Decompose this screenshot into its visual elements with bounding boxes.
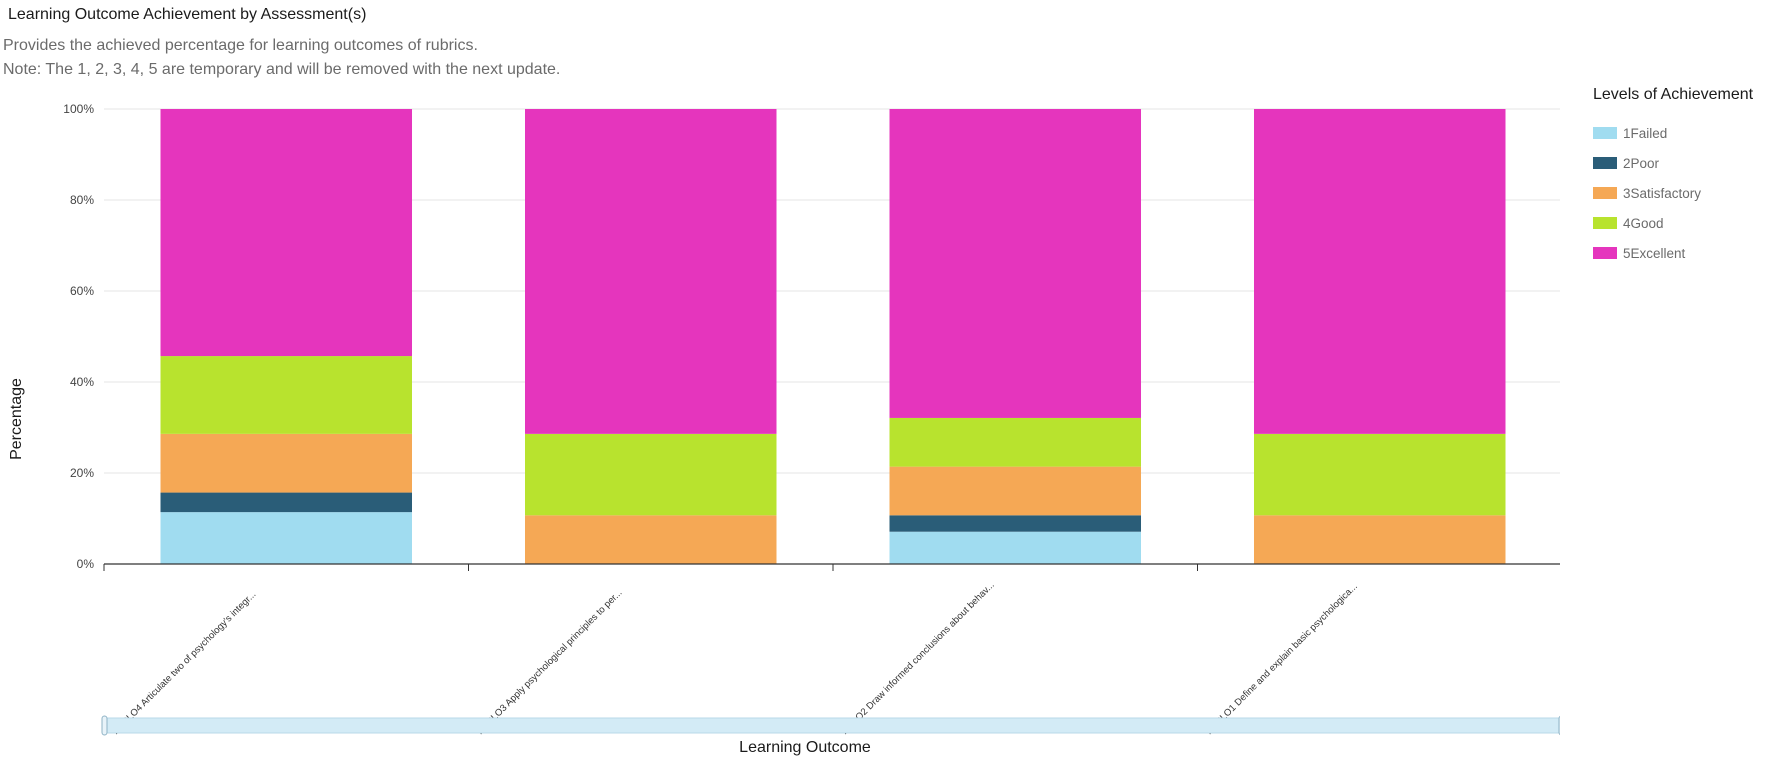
- legend-item-5excellent[interactable]: 5Excellent: [1593, 238, 1753, 268]
- bar-segment-4good[interactable]: [160, 356, 413, 434]
- horizontal-scrollbar[interactable]: [101, 715, 1560, 736]
- bar-segment-5excellent[interactable]: [1253, 109, 1506, 434]
- x-tick-label: ..._CLO3 Apply psychological principles …: [475, 587, 625, 737]
- bar-segment-5excellent[interactable]: [889, 109, 1142, 418]
- bar-segment-4good[interactable]: [1253, 433, 1506, 516]
- legend-swatch: [1593, 187, 1617, 199]
- bar-segment-2poor[interactable]: [889, 515, 1142, 532]
- y-tick-label: 100%: [63, 102, 94, 116]
- y-tick-label: 40%: [70, 375, 94, 389]
- chart-subtitle: Provides the achieved percentage for lea…: [3, 34, 560, 82]
- bar-segment-3satisfactory[interactable]: [889, 466, 1142, 516]
- stacked-bar-chart: 0% 20% 40% 60% 80% 100% ..._CLO4 Articulate t…: [8, 102, 1560, 756]
- legend-swatch: [1593, 217, 1617, 229]
- x-tick-label: ...CLO2 Draw informed conclusions about …: [839, 580, 996, 737]
- bar-segment-1failed[interactable]: [160, 512, 413, 564]
- subtitle-line-2: Note: The 1, 2, 3, 4, 5 are temporary an…: [3, 61, 561, 78]
- legend-swatch: [1593, 157, 1617, 169]
- x-tick-label: ..._CLO1 Define and explain basic psycho…: [1204, 581, 1360, 737]
- scrollbar-track[interactable]: [103, 717, 1560, 734]
- legend-label: 4Good: [1623, 215, 1664, 231]
- scrollbar-left-handle[interactable]: [101, 715, 108, 736]
- x-axis-label: Learning Outcome: [739, 739, 871, 756]
- legend-label: 3Satisfactory: [1623, 185, 1702, 201]
- bar-segment-3satisfactory[interactable]: [524, 515, 777, 564]
- bar-segment-4good[interactable]: [524, 433, 777, 516]
- bar-segment-4good[interactable]: [889, 417, 1142, 467]
- legend-item-1failed[interactable]: 1Failed: [1593, 118, 1753, 148]
- scrollbar-right-handle[interactable]: [1558, 715, 1560, 736]
- legend-item-3satisfactory[interactable]: 3Satisfactory: [1593, 178, 1753, 208]
- bars[interactable]: [160, 109, 1506, 564]
- y-tick-label: 20%: [70, 466, 94, 480]
- legend-swatch: [1593, 127, 1617, 139]
- legend: Levels of Achievement 1Failed 2Poor 3Satis…: [1593, 86, 1753, 268]
- y-tick-label: 60%: [70, 284, 94, 298]
- bar-segment-1failed[interactable]: [889, 531, 1142, 564]
- legend-item-4good[interactable]: 4Good: [1593, 208, 1753, 238]
- y-tick-label: 80%: [70, 193, 94, 207]
- legend-label: 1Failed: [1623, 125, 1668, 141]
- bar-segment-3satisfactory[interactable]: [160, 433, 413, 493]
- legend-label: 2Poor: [1623, 155, 1660, 171]
- y-tick-labels: 0% 20% 40% 60% 80% 100%: [63, 102, 94, 571]
- bar-segment-5excellent[interactable]: [160, 109, 413, 357]
- bar-segment-2poor[interactable]: [160, 492, 413, 513]
- subtitle-line-1: Provides the achieved percentage for lea…: [3, 37, 478, 54]
- axes: [103, 563, 1560, 571]
- bar-segment-5excellent[interactable]: [524, 109, 777, 434]
- legend-title: Levels of Achievement: [1593, 86, 1754, 103]
- legend-label: 5Excellent: [1623, 245, 1686, 261]
- x-tick-labels: ..._CLO4 Articulate two of psychology's …: [110, 580, 1360, 737]
- bar-segment-3satisfactory[interactable]: [1253, 515, 1506, 564]
- legend-items: 1Failed 2Poor 3Satisfactory 4Good 5Excellent: [1593, 118, 1753, 268]
- y-tick-label: 0%: [77, 557, 95, 571]
- y-axis-label: Percentage: [8, 378, 25, 460]
- legend-item-2poor[interactable]: 2Poor: [1593, 148, 1753, 178]
- x-tick-label: ..._CLO4 Articulate two of psychology's …: [110, 589, 258, 737]
- chart-title: Learning Outcome Achievement by Assessme…: [8, 6, 367, 23]
- legend-swatch: [1593, 247, 1617, 259]
